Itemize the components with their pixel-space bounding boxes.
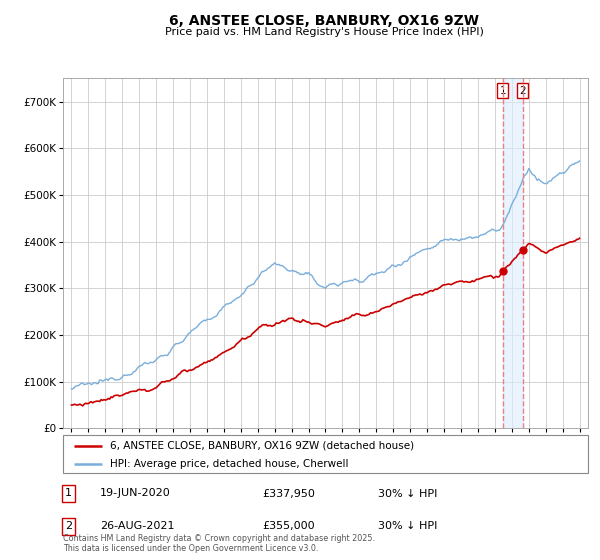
Text: 1: 1 [65, 488, 72, 498]
Text: 30% ↓ HPI: 30% ↓ HPI [378, 488, 437, 498]
Text: £337,950: £337,950 [263, 488, 316, 498]
Text: £355,000: £355,000 [263, 521, 315, 531]
Text: HPI: Average price, detached house, Cherwell: HPI: Average price, detached house, Cher… [110, 459, 349, 469]
FancyBboxPatch shape [63, 435, 588, 473]
Text: Price paid vs. HM Land Registry's House Price Index (HPI): Price paid vs. HM Land Registry's House … [164, 27, 484, 37]
Text: 1: 1 [500, 86, 506, 96]
Text: 19-JUN-2020: 19-JUN-2020 [100, 488, 170, 498]
Text: 2: 2 [520, 86, 526, 96]
Text: 6, ANSTEE CLOSE, BANBURY, OX16 9ZW (detached house): 6, ANSTEE CLOSE, BANBURY, OX16 9ZW (deta… [110, 441, 415, 451]
Text: 6, ANSTEE CLOSE, BANBURY, OX16 9ZW: 6, ANSTEE CLOSE, BANBURY, OX16 9ZW [169, 14, 479, 28]
Text: 30% ↓ HPI: 30% ↓ HPI [378, 521, 437, 531]
Bar [503, 78, 523, 428]
Text: 26-AUG-2021: 26-AUG-2021 [100, 521, 174, 531]
Text: Contains HM Land Registry data © Crown copyright and database right 2025.
This d: Contains HM Land Registry data © Crown c… [63, 534, 375, 553]
Text: 2: 2 [65, 521, 72, 531]
